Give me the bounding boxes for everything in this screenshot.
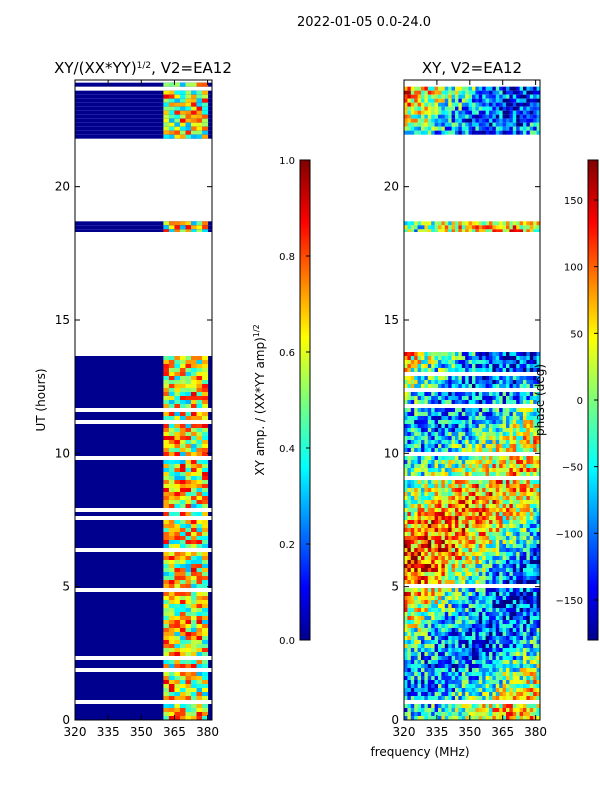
colorbar2-label: phase (deg)	[533, 364, 547, 436]
y-tick-label: 15	[384, 313, 399, 327]
colorbar-tick-label: 100	[564, 263, 583, 274]
y-tick-label: 5	[391, 580, 399, 594]
x-tick-label: 320	[64, 725, 87, 739]
y-tick-label: 5	[62, 580, 70, 594]
y-tick-label: 20	[55, 180, 70, 194]
panel1-heatmap	[75, 82, 212, 720]
panel1-ylabel: UT (hours)	[34, 368, 48, 431]
x-tick-label: 365	[163, 725, 186, 739]
panel1-ticks: 320 335 350 365 380 0 5 10 15 20	[55, 80, 219, 739]
panel2-frame	[403, 79, 541, 721]
colorbar-tick-label: 50	[570, 329, 583, 340]
x-tick-label: 335	[425, 725, 448, 739]
panel2-title: XY, V2=EA12	[422, 59, 522, 77]
colorbar-tick-label: 0.0	[279, 636, 295, 647]
colorbar1-ticks: 0.0 0.2 0.4 0.6 0.8 1.0	[279, 156, 310, 647]
colorbar1-frame	[299, 159, 311, 641]
y-tick-label: 0	[62, 713, 70, 727]
y-tick-label: 0	[391, 713, 399, 727]
colorbar-tick-label: −100	[556, 529, 583, 540]
colorbar-tick-label: 0.2	[279, 540, 295, 551]
panel2-ticks: 320 335 350 365 380 0 5 10 15 20	[384, 80, 547, 739]
colorbar-tick-label: 1.0	[279, 156, 295, 167]
colorbar-tick-label: 0	[577, 396, 583, 407]
x-tick-label: 320	[393, 725, 416, 739]
colorbar-tick-label: 0.6	[279, 348, 295, 359]
y-tick-label: 20	[384, 180, 399, 194]
x-tick-label: 335	[97, 725, 120, 739]
panel1-frame	[74, 79, 213, 721]
panel2-heatmap	[404, 86, 541, 720]
figure-suptitle: 2022-01-05 0.0-24.0	[297, 15, 431, 30]
y-tick-label: 15	[55, 313, 70, 327]
x-tick-label: 380	[524, 725, 547, 739]
y-tick-label: 10	[384, 446, 399, 460]
colorbar1-gradient	[300, 160, 310, 640]
x-tick-label: 350	[130, 725, 153, 739]
x-tick-label: 365	[491, 725, 514, 739]
colorbar-tick-label: 0.4	[279, 444, 295, 455]
colorbar-tick-label: 0.8	[279, 252, 295, 263]
y-tick-label: 10	[55, 446, 70, 460]
colorbar-tick-label: −50	[562, 463, 583, 474]
colorbar2-ticks: −150 −100 −50 0 50 100 150	[556, 196, 598, 607]
colorbar2-gradient	[588, 160, 598, 640]
x-tick-label: 380	[196, 725, 219, 739]
x-tick-label: 350	[458, 725, 481, 739]
colorbar1-label: XY amp. / (XX*YY amp)1/2	[252, 324, 267, 475]
panel1-title: XY/(XX*YY)1/2, V2=EA12	[54, 59, 232, 77]
panel2-xlabel: frequency (MHz)	[370, 745, 469, 759]
colorbar-tick-label: −150	[556, 596, 583, 607]
colorbar-tick-label: 150	[564, 196, 583, 207]
